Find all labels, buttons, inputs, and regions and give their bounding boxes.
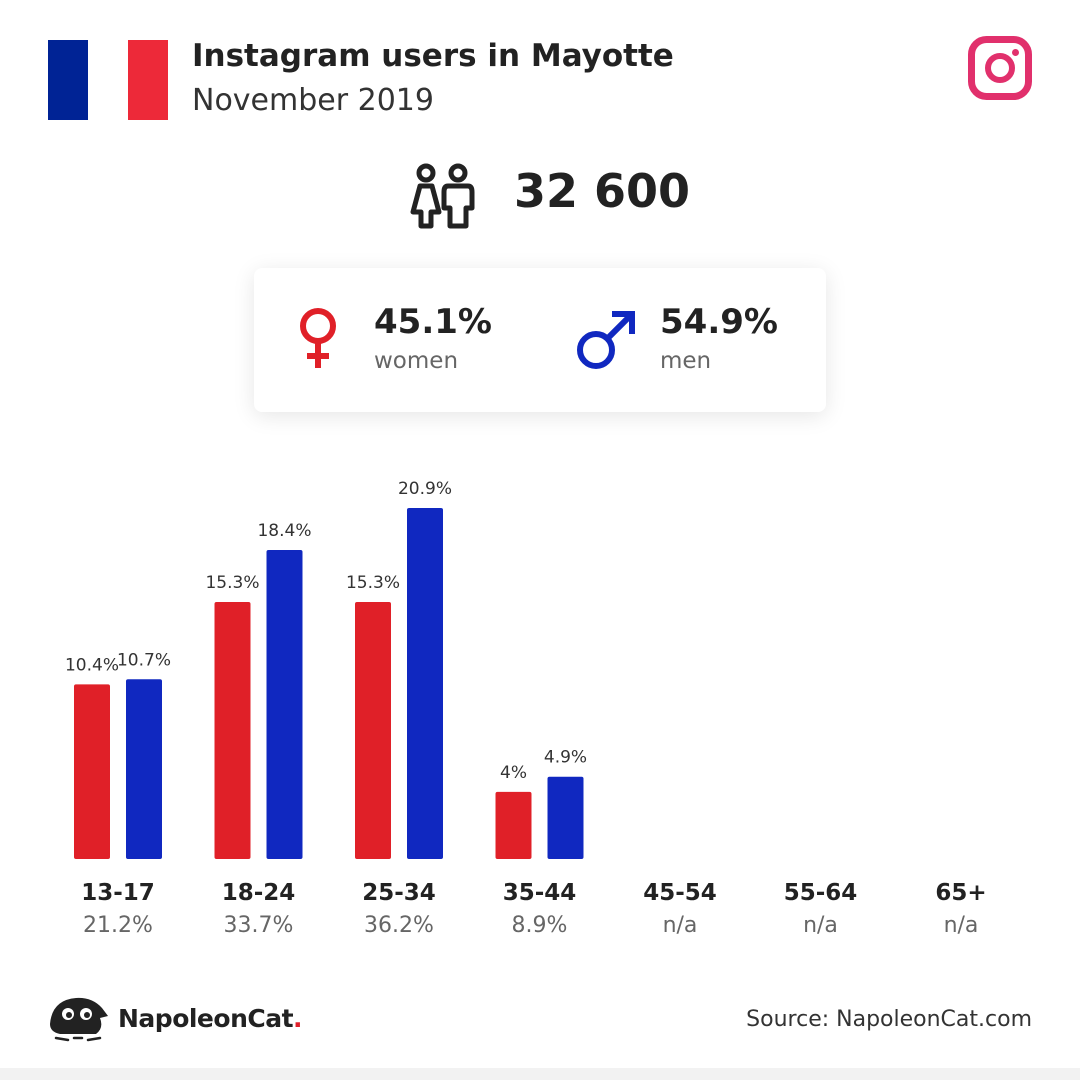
total-users-value: 32 600 [514, 164, 691, 218]
category-total-13-17: 21.2% [83, 913, 153, 938]
bar-women-13-17 [74, 684, 110, 859]
category-total-35-44: 8.9% [512, 913, 568, 938]
brand-name: NapoleonCat. [118, 1004, 303, 1033]
category-label-65+: 65+ [935, 880, 986, 906]
flag-band-red [128, 40, 168, 120]
men-percentage: 54.9% [660, 302, 778, 342]
age-gender-bar-chart: 10.4%10.7% 13-17 21.2% 15.3% 18.4% 18-24 33.7%… [65, 479, 987, 938]
category-label-18-24: 18-24 [222, 880, 296, 906]
bar-men-35-44 [547, 776, 584, 859]
page-title: Instagram users in Mayotte [192, 38, 674, 74]
napoleoncat-logo-icon [50, 997, 108, 1042]
data-label-women-18-24: 15.3% [205, 573, 259, 593]
data-label-women-25-34: 15.3% [346, 573, 400, 593]
bar-men-13-17 [126, 679, 162, 859]
data-label-men-25-34: 20.9% [398, 479, 452, 499]
category-total-65+: n/a [944, 913, 979, 938]
users-icon [410, 163, 475, 229]
instagram-icon [968, 36, 1032, 100]
bottom-strip [0, 1068, 1080, 1080]
gender-split-card: 45.1% women 54.9% men [254, 268, 826, 412]
category-total-55-64: n/a [803, 913, 838, 938]
category-label-13-17: 13-17 [81, 880, 155, 906]
category-label-45-54: 45-54 [643, 880, 717, 906]
page-subtitle: November 2019 [192, 83, 434, 118]
male-symbol-icon [577, 311, 635, 369]
category-total-45-54: n/a [663, 913, 698, 938]
bar-women-18-24 [214, 602, 251, 859]
france-flag-icon [48, 40, 168, 120]
category-label-55-64: 55-64 [784, 880, 858, 906]
flag-band-white [88, 40, 128, 120]
data-label-women-13-17: 10.4% [65, 655, 119, 675]
data-label-men-18-24: 18.4% [257, 521, 311, 541]
category-total-18-24: 33.7% [224, 913, 294, 938]
source-credit: Source: NapoleonCat.com [746, 1007, 1032, 1032]
flag-band-blue [48, 40, 88, 120]
women-label: women [374, 348, 459, 374]
category-label-25-34: 25-34 [362, 880, 436, 906]
female-symbol-icon [300, 308, 336, 368]
bar-men-25-34 [407, 508, 443, 859]
bar-women-35-44 [495, 791, 532, 859]
data-label-men-13-17: 10.7% [117, 650, 171, 670]
category-label-35-44: 35-44 [503, 880, 577, 906]
bar-men-18-24 [266, 549, 303, 859]
category-total-25-34: 36.2% [364, 913, 434, 938]
data-label-men-35-44: 4.9% [544, 748, 587, 768]
data-label-women-35-44: 4% [500, 763, 527, 783]
men-label: men [660, 348, 712, 374]
bar-women-25-34 [355, 602, 391, 859]
women-percentage: 45.1% [374, 302, 492, 342]
